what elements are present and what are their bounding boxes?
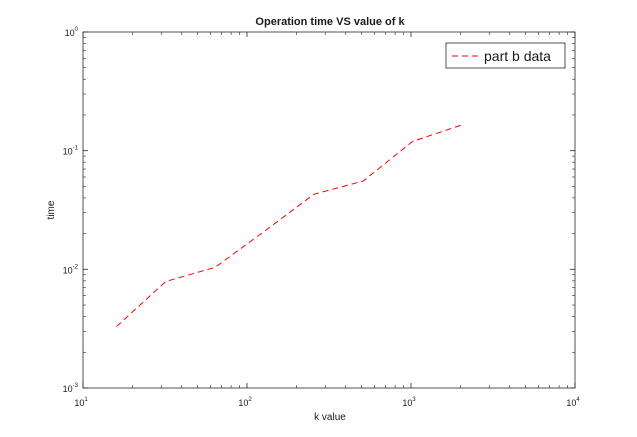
x-tick-label: 101 xyxy=(74,397,88,408)
plot-area xyxy=(82,31,576,389)
x-tick-exponent: 4 xyxy=(576,397,580,403)
x-tick-label: 102 xyxy=(238,397,252,408)
x-tick-label: 104 xyxy=(566,397,580,408)
chart-title: Operation time VS value of k xyxy=(255,16,405,28)
y-tick-label: 10-3 xyxy=(63,383,79,394)
y-axis-ticks: 10-3 10-2 10-1 100 xyxy=(63,27,575,394)
y-tick-exponent: -1 xyxy=(73,146,79,152)
y-tick-exponent: 0 xyxy=(75,27,79,33)
x-axis-ticks: 101 102 103 104 xyxy=(74,32,580,408)
y-tick-exponent: -2 xyxy=(73,264,79,270)
y-axis-label: time xyxy=(46,200,57,219)
y-tick-exponent: -3 xyxy=(73,383,79,389)
legend: part b data xyxy=(445,42,566,69)
x-tick-label: 103 xyxy=(402,397,416,408)
y-tick-label: 10-1 xyxy=(63,146,79,157)
x-axis-label: k value xyxy=(314,412,346,423)
series-layer xyxy=(116,124,463,327)
x-tick-exponent: 1 xyxy=(84,397,88,403)
y-tick-label: 10-2 xyxy=(63,264,79,275)
legend-entry-label: part b data xyxy=(484,48,551,64)
x-tick-exponent: 3 xyxy=(412,397,416,403)
x-tick-exponent: 2 xyxy=(248,397,252,403)
series-line xyxy=(116,124,463,327)
y-tick-label: 100 xyxy=(65,27,79,38)
